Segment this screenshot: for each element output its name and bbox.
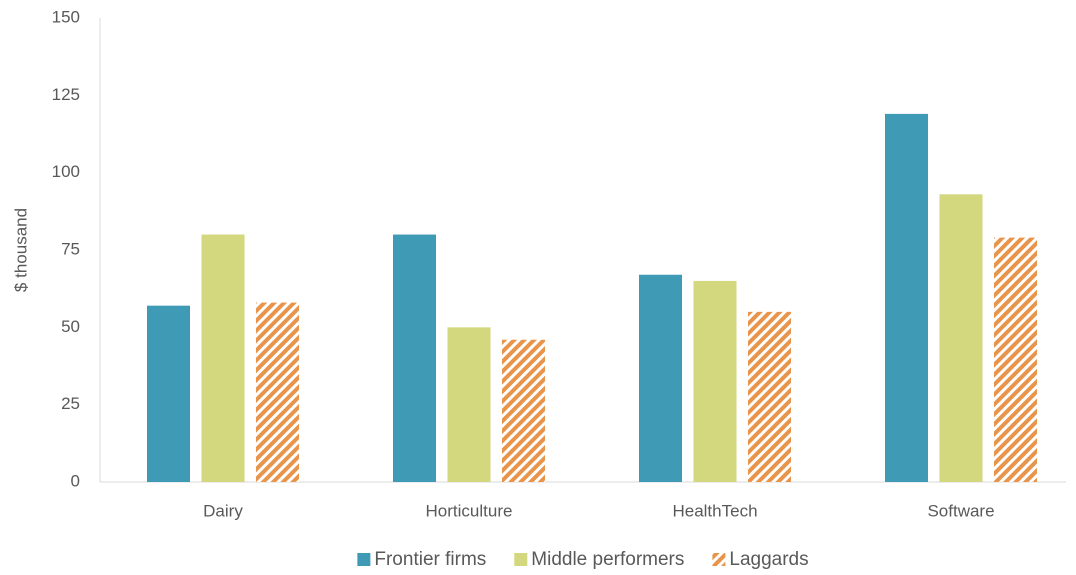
bar xyxy=(447,327,491,482)
legend-swatch xyxy=(514,553,528,566)
bar xyxy=(256,302,299,482)
y-tick-label: 25 xyxy=(61,394,80,413)
x-tick-label: Software xyxy=(927,501,994,520)
legend-text: Frontier firms xyxy=(374,549,486,570)
bar xyxy=(502,339,545,482)
y-tick-label: 0 xyxy=(71,471,80,490)
y-axis-label: $ thousand xyxy=(11,208,30,292)
legend-text: Laggards xyxy=(729,549,808,570)
x-tick-label: HealthTech xyxy=(672,501,757,520)
bar xyxy=(393,234,436,482)
bar xyxy=(994,237,1037,482)
bar xyxy=(147,305,190,482)
legend-text: Middle performers xyxy=(531,549,684,570)
legend-swatch xyxy=(712,553,726,566)
y-tick-label: 75 xyxy=(61,239,80,258)
bar xyxy=(693,280,737,482)
y-tick-label: 100 xyxy=(52,162,80,181)
bar xyxy=(639,274,682,482)
legend-swatch xyxy=(357,553,371,566)
x-tick-label: Dairy xyxy=(203,501,243,520)
y-tick-label: 125 xyxy=(52,85,80,104)
bar xyxy=(201,234,245,482)
bar xyxy=(748,311,791,482)
bar xyxy=(939,194,983,482)
bar xyxy=(885,113,928,482)
y-tick-label: 50 xyxy=(61,317,80,336)
y-tick-label: 150 xyxy=(52,7,80,26)
x-tick-label: Horticulture xyxy=(426,501,513,520)
